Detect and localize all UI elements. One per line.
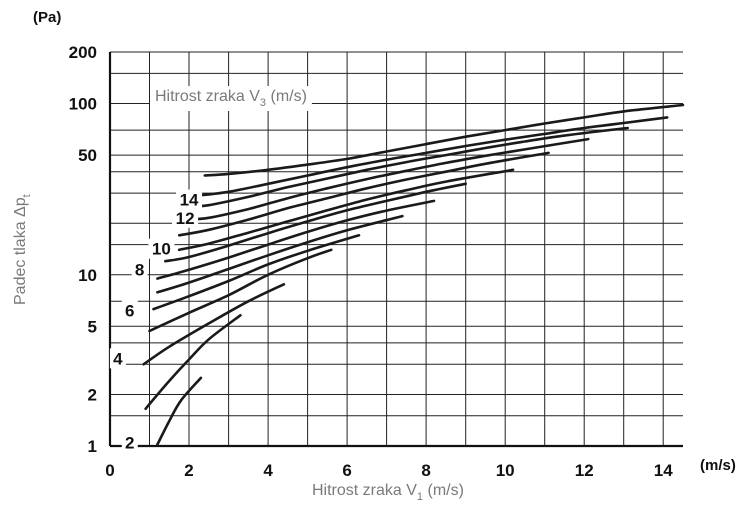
y-axis-title-main: Padec tlaka Δp	[12, 197, 29, 305]
y-tick-label-5: 5	[88, 317, 97, 336]
y-axis-title-sub: t	[21, 194, 33, 197]
series-line-12	[187, 126, 629, 208]
series-line-14	[203, 103, 685, 177]
series-label-2: 2	[125, 433, 134, 452]
series-label-10: 10	[152, 240, 171, 259]
grid	[108, 51, 683, 448]
x-tick-label-4: 4	[263, 461, 273, 480]
y-axis-title: Padec tlaka Δpt	[12, 194, 33, 305]
series-label-6: 6	[125, 301, 134, 320]
x-tick-label-0: 0	[105, 461, 114, 480]
series-label-4: 4	[113, 349, 123, 368]
y-tick-label-100: 100	[69, 95, 97, 114]
series-line-10	[177, 151, 550, 237]
y-tick-label-10: 10	[78, 266, 97, 285]
legend-title-background	[150, 86, 312, 111]
series-label-bg-12	[172, 207, 199, 228]
series-label-bg-10	[148, 238, 175, 259]
y-unit-label: (Pa)	[33, 9, 61, 26]
series-label-bg-8	[131, 259, 148, 280]
legend-title-unit: (m/s)	[266, 88, 307, 105]
x-tick-label-14: 14	[654, 461, 673, 480]
x-axis-title-unit: (m/s)	[423, 482, 464, 499]
series-label-bg-4	[109, 348, 126, 369]
series-label-8: 8	[135, 261, 144, 280]
series-label-12: 12	[176, 209, 195, 228]
y-tick-label-1: 1	[88, 437, 97, 456]
series-line-13	[195, 116, 669, 197]
series-line-1	[156, 376, 203, 446]
x-tick-label-2: 2	[184, 461, 193, 480]
series-line-5	[152, 234, 361, 311]
y-tick-label-200: 200	[69, 43, 97, 62]
y-tick-label-50: 50	[78, 146, 97, 165]
x-tick-label-8: 8	[421, 461, 430, 480]
legend-title-main: Hitrost zraka V	[155, 88, 260, 105]
series-label-bg-14	[176, 189, 203, 210]
x-tick-label-10: 10	[496, 461, 515, 480]
series-line-8	[164, 182, 467, 263]
legend-title: Hitrost zraka V3 (m/s)	[155, 88, 307, 109]
x-unit-label: (m/s)	[700, 457, 736, 474]
x-axis-title-sub: 1	[417, 491, 423, 503]
series-line-11	[183, 137, 590, 221]
x-axis-title: Hitrost zraka V1 (m/s)	[312, 482, 464, 503]
series-line-7	[156, 199, 436, 280]
series-line-4	[148, 248, 333, 333]
x-tick-label-6: 6	[342, 461, 351, 480]
curves	[142, 103, 685, 446]
series-label-bg-2	[121, 432, 138, 453]
series-line-6	[156, 214, 404, 294]
y-tick-label-2: 2	[88, 385, 97, 404]
series-line-9	[177, 168, 515, 252]
x-tick-label-12: 12	[575, 461, 594, 480]
series-label-bg-6	[121, 300, 138, 321]
x-axis-title-main: Hitrost zraka V	[312, 482, 417, 499]
series-label-14: 14	[180, 191, 199, 210]
series-line-2	[144, 314, 242, 411]
series-line-3	[142, 283, 286, 366]
legend-title-sub: 3	[260, 97, 266, 109]
